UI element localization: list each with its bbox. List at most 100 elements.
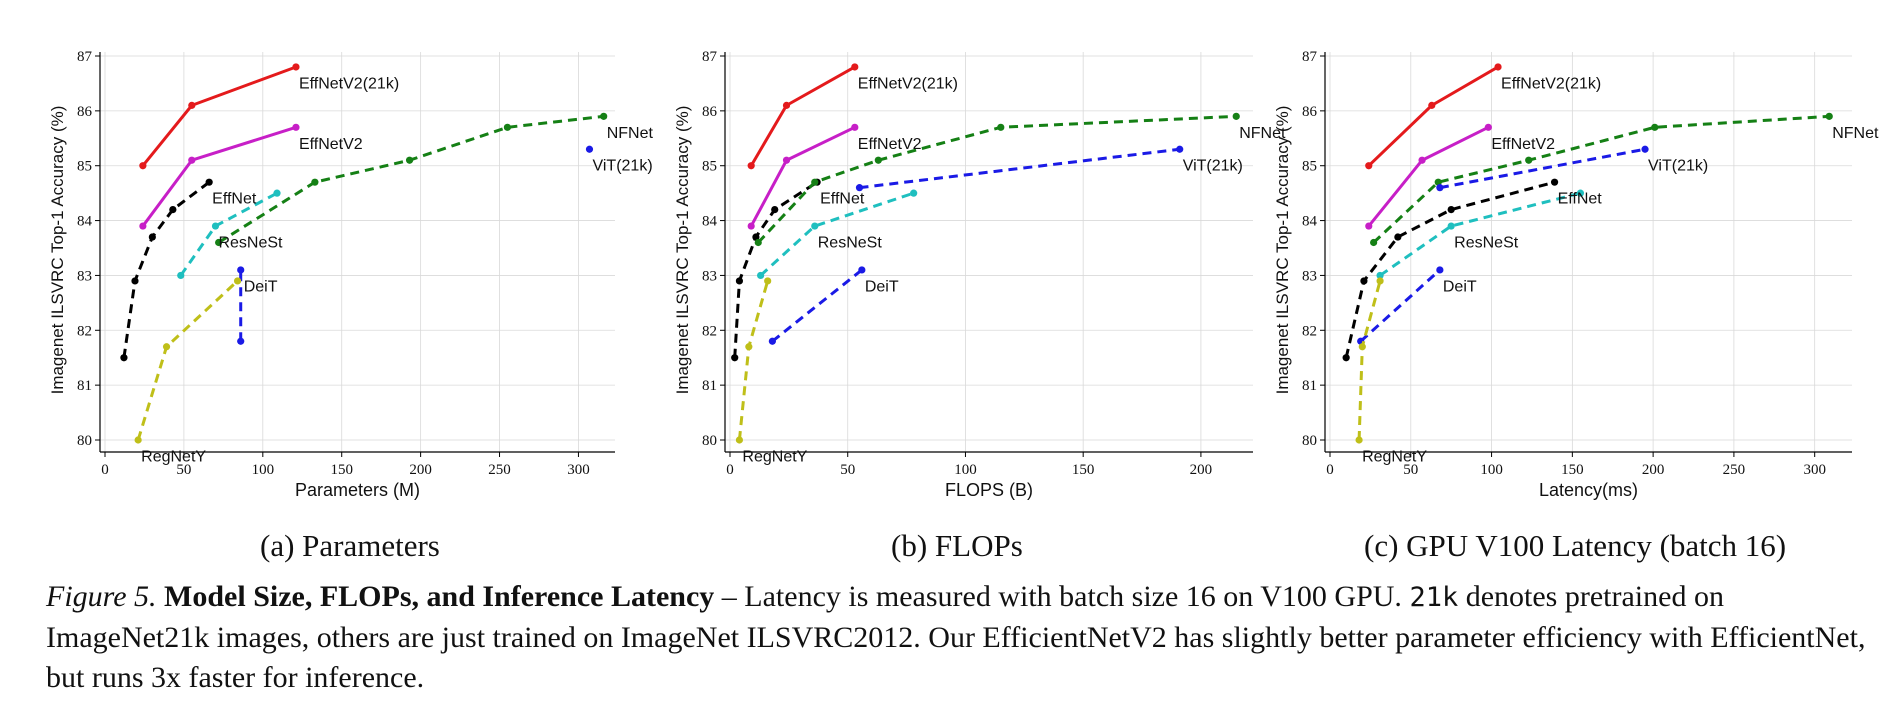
series-line-effnetv2: [1367, 125, 1489, 228]
y-tick-label: 85: [77, 159, 92, 175]
data-point-effnet: [1342, 354, 1350, 362]
data-point-effnetv2-21k: [1428, 101, 1436, 109]
x-tick-label: 100: [954, 462, 977, 478]
series-line-effnet: [122, 180, 211, 358]
x-tick-label: 250: [1723, 462, 1746, 478]
x-tick-label: 50: [176, 462, 191, 478]
data-point-nfnet: [1370, 238, 1378, 247]
x-tick-label: 300: [1803, 462, 1826, 478]
data-point-effnet: [1550, 178, 1559, 186]
series-label-vit-21k: ViT(21k): [1648, 158, 1708, 175]
y-tick-label: 86: [702, 104, 718, 120]
x-axis-label: Latency(ms): [1539, 480, 1638, 500]
subcaption-b: (b) FLOPs: [891, 528, 1023, 563]
y-tick-label: 86: [77, 104, 93, 120]
chart-panel-1: 0 50 100 150 200 80 81 82 83 84 85 86 87 FLOPS (B) Ima…: [673, 49, 1286, 500]
x-tick-label: 150: [1072, 462, 1095, 478]
y-tick-label: 82: [77, 323, 92, 339]
chart-panel-2: 0 50 100 150 200 250 300 80 81 82 83 84 85 86 87 Latenc…: [1273, 49, 1879, 500]
series-label-nfnet: NFNet: [1239, 125, 1286, 142]
data-point-effnetv2: [782, 156, 791, 164]
y-tick-label: 84: [702, 214, 718, 230]
series-label-effnetv2-21k: EffNetV2(21k): [858, 75, 958, 92]
data-point-effnetv2-21k: [292, 63, 300, 71]
x-tick-label: 150: [1561, 462, 1584, 478]
x-axis-label: FLOPS (B): [945, 480, 1033, 500]
series-label-effnet: EffNet: [820, 191, 865, 208]
subcaption-a: (a) Parameters: [260, 528, 440, 563]
data-point-resnest: [811, 222, 819, 230]
y-axis-label: Imagenet ILSVRC Top-1 Accuracy (%): [48, 106, 67, 395]
data-point-resnest: [177, 271, 185, 280]
data-point-effnetv2: [188, 156, 196, 164]
series-label-vit-21k: ViT(21k): [592, 158, 652, 175]
data-point-deit: [237, 337, 245, 345]
data-point-effnet: [120, 354, 128, 362]
data-point-resnest: [1447, 222, 1455, 230]
data-point-effnetv2-21k: [782, 101, 791, 109]
y-tick-label: 81: [77, 378, 92, 394]
data-point-nfnet: [405, 156, 414, 164]
figure-charts: 0 50 100 150 200 250 300 80 81 82 83 84 85 86 87 Parame…: [48, 49, 1879, 500]
series-line-vit-21k: [1439, 147, 1646, 190]
x-tick-label: 150: [330, 462, 353, 478]
caption-text-1: – Latency is measured with batch size 16…: [714, 580, 1410, 613]
data-point-effnetv2: [747, 222, 755, 230]
data-point-resnest: [1376, 271, 1384, 280]
data-point-effnetv2: [851, 123, 859, 131]
y-tick-label: 81: [702, 378, 717, 394]
data-point-effnet: [131, 277, 139, 285]
series-label-resnest: ResNeSt: [218, 235, 283, 252]
series-label-regnety: RegNetY: [742, 448, 807, 465]
y-tick-label: 87: [77, 49, 93, 65]
data-point-vit-21k: [855, 184, 864, 192]
data-point-vit-21k: [1641, 145, 1649, 153]
series-label-effnetv2: EffNetV2: [858, 136, 922, 153]
caption-text-2: denotes pretrained on ImageNet21k images…: [46, 580, 1866, 694]
series-label-effnetv2: EffNetV2: [1491, 136, 1555, 153]
data-point-nfnet: [1232, 112, 1240, 120]
data-point-effnet: [771, 206, 779, 214]
data-point-nfnet: [1825, 112, 1833, 120]
series-line-regnety: [737, 280, 770, 441]
data-point-effnet: [731, 354, 739, 362]
series-label-resnest: ResNeSt: [818, 235, 883, 252]
series-label-resnest: ResNeSt: [1454, 235, 1519, 252]
series-line-nfnet: [217, 114, 604, 244]
y-tick-label: 80: [1302, 433, 1317, 449]
data-point-regnety: [1376, 277, 1384, 285]
y-axis-label: Imagenet ILSVRC Top-1 Accuracy (%): [673, 106, 692, 395]
series-label-effnetv2: EffNetV2: [299, 136, 363, 153]
series-label-effnet: EffNet: [1558, 191, 1603, 208]
y-tick-label: 83: [1302, 268, 1317, 284]
series-label-vit-21k: ViT(21k): [1183, 158, 1243, 175]
series-line-deit: [771, 268, 863, 343]
series-label-nfnet: NFNet: [607, 125, 654, 142]
x-tick-label: 0: [726, 462, 734, 478]
x-tick-label: 200: [1190, 462, 1213, 478]
x-tick-label: 100: [1480, 462, 1503, 478]
x-tick-label: 200: [1642, 462, 1665, 478]
data-point-resnest: [757, 271, 765, 280]
data-point-deit: [1436, 266, 1444, 274]
series-label-effnet: EffNet: [212, 191, 257, 208]
data-point-resnest: [910, 189, 918, 197]
data-point-nfnet: [1525, 156, 1533, 164]
data-point-effnetv2-21k: [1365, 162, 1373, 170]
data-point-effnet: [1394, 233, 1402, 241]
figure-caption: Figure 5. Model Size, FLOPs, and Inferen…: [46, 577, 1876, 698]
data-point-regnety: [735, 436, 744, 444]
data-point-regnety: [162, 343, 171, 351]
series-label-effnetv2-21k: EffNetV2(21k): [299, 75, 399, 92]
y-tick-label: 83: [77, 268, 92, 284]
series-line-effnetv2-21k: [1367, 65, 1499, 167]
series-line-effnet: [1344, 180, 1555, 359]
y-tick-label: 87: [1302, 49, 1318, 65]
data-point-effnetv2: [292, 123, 300, 131]
series-label-regnety: RegNetY: [141, 448, 206, 465]
data-point-deit: [768, 337, 776, 345]
data-point-effnetv2-21k: [1494, 63, 1502, 71]
figure-label: Figure 5.: [46, 580, 157, 613]
data-point-effnetv2: [1484, 123, 1492, 131]
y-tick-label: 85: [702, 159, 717, 175]
